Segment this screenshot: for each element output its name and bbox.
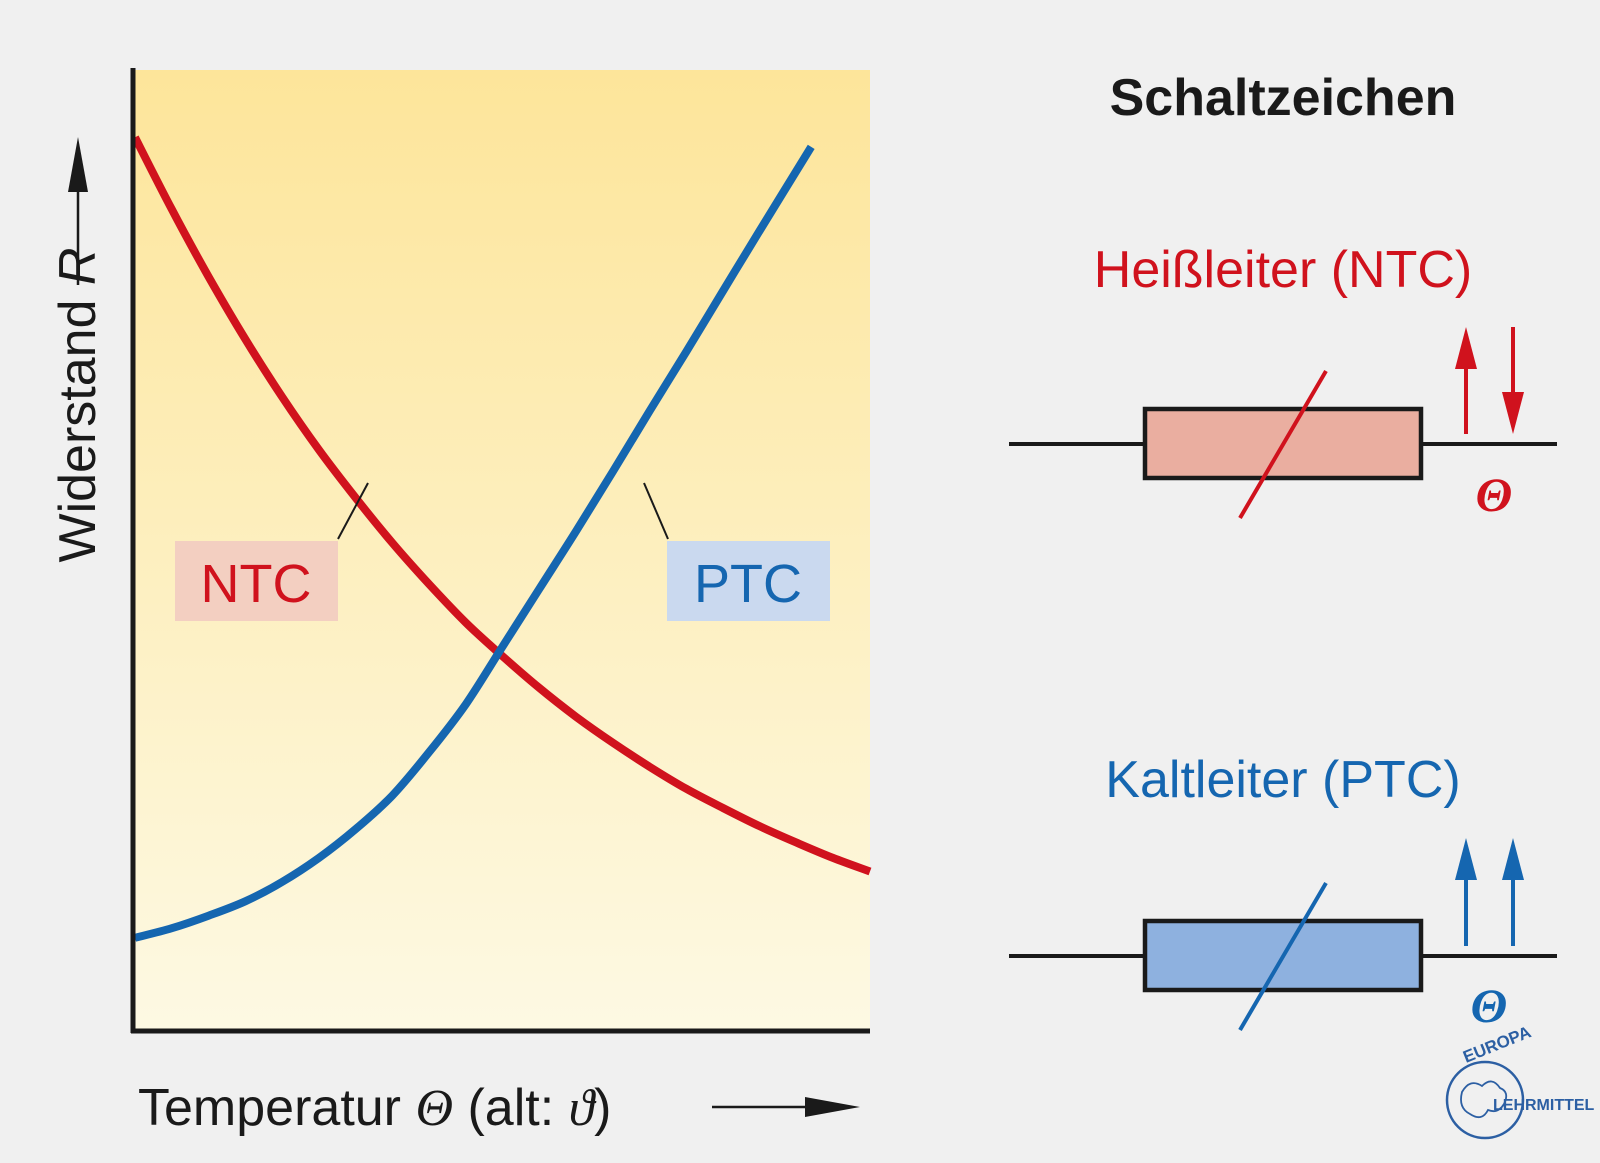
ptc-label: PTC <box>694 554 802 614</box>
logo-continent-icon <box>1460 1080 1508 1119</box>
x-axis-label-text: Temperatur <box>138 1079 415 1137</box>
ntc-label: NTC <box>201 554 312 614</box>
svg-text:Widerstand R: Widerstand R <box>49 247 107 562</box>
symbols-section: Schaltzeichen Heißleiter (NTC) Θ Kaltlei… <box>1009 69 1557 1033</box>
y-axis-arrow-icon <box>68 137 88 192</box>
y-axis-label-text: Widerstand <box>49 285 107 562</box>
logo-right-text: LEHRMITTEL <box>1493 1097 1595 1114</box>
ntc-leader-line <box>337 482 369 540</box>
ptc-curve <box>133 144 815 942</box>
ptc-label-box <box>667 541 830 621</box>
ptc-arrow-up-left-icon <box>1455 838 1477 880</box>
y-axis-label: Widerstand R <box>49 247 107 562</box>
ptc-symbol-title: Kaltleiter (PTC) <box>1105 751 1460 809</box>
chart: NTC PTC Widerstand R Temperatur Θ (alt: … <box>49 68 872 1137</box>
ntc-label-box <box>175 541 338 621</box>
symbols-heading: Schaltzeichen <box>1110 69 1457 127</box>
ntc-arrow-down-icon <box>1502 392 1524 434</box>
x-axis-label-alt-open: (alt: <box>453 1079 569 1137</box>
ntc-resistor-body <box>1142 406 1424 481</box>
ntc-symbol-title: Heißleiter (NTC) <box>1094 241 1472 299</box>
x-axis-label-alt-close: ) <box>594 1079 611 1137</box>
x-axis-arrow-icon <box>805 1097 860 1117</box>
x-axis-label: Temperatur Θ (alt: ϑ) <box>138 1079 611 1137</box>
ntc-resistor-symbol: Θ <box>1009 327 1557 522</box>
ntc-arrow-up-icon <box>1455 327 1477 369</box>
ptc-resistor-symbol: Θ <box>1009 838 1557 1033</box>
ptc-theta-symbol: Θ <box>1471 980 1508 1033</box>
ntc-slash <box>1238 369 1328 520</box>
ptc-leader-line <box>643 482 669 540</box>
x-axis-label-alt-var: ϑ <box>569 1080 597 1137</box>
ptc-slash <box>1238 881 1328 1032</box>
ntc-theta-symbol: Θ <box>1476 469 1513 522</box>
logo-globe-icon <box>1445 1060 1525 1140</box>
x-axis-label-var: Θ <box>415 1080 453 1137</box>
europa-lehrmittel-logo: EUROPA LEHRMITTEL <box>1445 1022 1595 1140</box>
ptc-arrow-up-right-icon <box>1502 838 1524 880</box>
